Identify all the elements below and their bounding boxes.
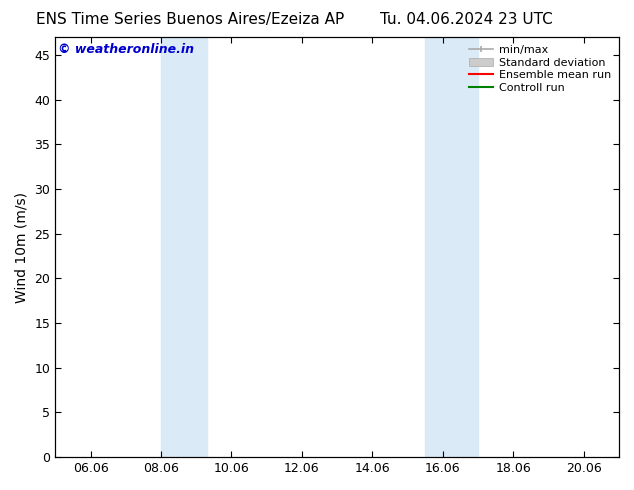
Bar xyxy=(425,37,478,457)
Text: Tu. 04.06.2024 23 UTC: Tu. 04.06.2024 23 UTC xyxy=(380,12,552,27)
Text: ENS Time Series Buenos Aires/Ezeiza AP: ENS Time Series Buenos Aires/Ezeiza AP xyxy=(36,12,344,27)
Y-axis label: Wind 10m (m/s): Wind 10m (m/s) xyxy=(15,192,29,303)
Text: © weatheronline.in: © weatheronline.in xyxy=(58,43,194,56)
Bar xyxy=(161,37,207,457)
Legend: min/max, Standard deviation, Ensemble mean run, Controll run: min/max, Standard deviation, Ensemble me… xyxy=(465,40,616,98)
